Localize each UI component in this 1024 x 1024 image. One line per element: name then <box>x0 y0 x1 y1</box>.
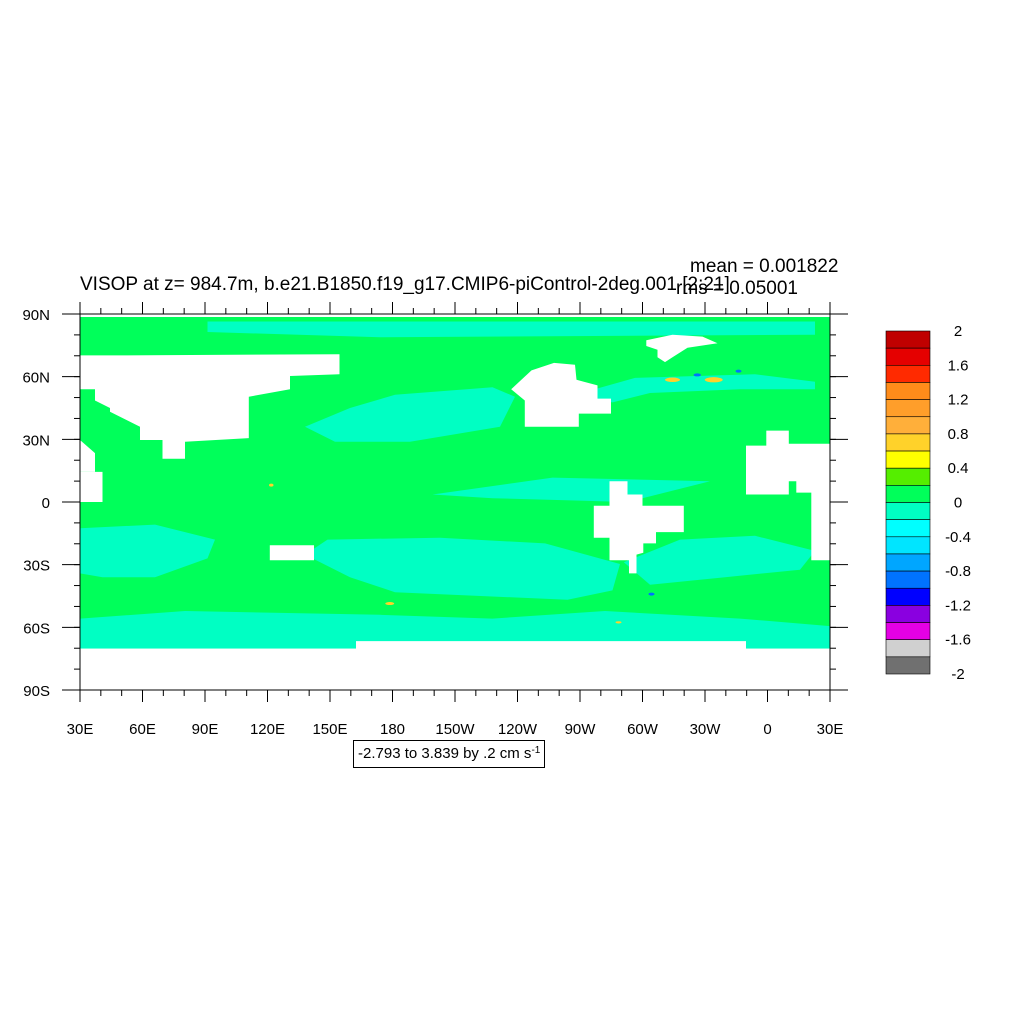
y-tick-label: 60S <box>23 620 50 637</box>
mean-stat: mean = 0.001822 <box>690 256 839 277</box>
x-tick-label: 180 <box>380 721 405 738</box>
ocean-band-3 <box>575 374 815 403</box>
land-mask-4 <box>511 362 611 427</box>
colorbar-label: -1.2 <box>945 597 971 614</box>
x-tick-label: 90W <box>565 721 597 738</box>
land-mask-7 <box>746 430 830 561</box>
colorbar-segment <box>885 485 931 503</box>
colorbar: 2 1.6 1.2 0.8 0.4 0 -0.4 -0.8 -1.2 -1.6 -2 <box>885 323 971 683</box>
ocean-band-2 <box>305 387 515 442</box>
colorbar-segment <box>885 467 931 486</box>
map-field <box>80 317 830 690</box>
y-tick-label: 60N <box>22 370 50 387</box>
colorbar-segment <box>885 347 931 366</box>
chart-title: VISOP at z= 984.7m, b.e21.B1850.f19_g17.… <box>80 274 730 295</box>
colorbar-label: 1.2 <box>948 392 969 409</box>
colorbar-segment <box>885 399 931 418</box>
colorbar-label: -1.6 <box>945 632 971 649</box>
x-tick-label: 30E <box>817 721 844 738</box>
x-tick-label: 120W <box>498 721 538 738</box>
colorbar-segment <box>885 570 931 589</box>
y-tick-label: 30N <box>22 432 50 449</box>
x-tick-label: 60W <box>627 721 659 738</box>
hotspot-1 <box>704 377 723 383</box>
hotspot-2 <box>665 377 680 383</box>
x-axis: 30E 60E 90E 120E 150E 180 150W 120W 90W 60W 30W 0 30… <box>67 302 844 738</box>
x-tick-label: 150W <box>435 721 475 738</box>
hotspot-5 <box>385 602 395 606</box>
x-tick-label: 60E <box>129 721 156 738</box>
colorbar-segment <box>885 605 931 623</box>
colorbar-segment <box>885 622 931 640</box>
land-mask-1 <box>80 354 340 459</box>
colorbar-segment <box>885 433 931 452</box>
y-axis: 90N 60N 30N 0 30S 60S 90S <box>22 307 848 700</box>
colorbar-segment <box>885 382 931 400</box>
colorbar-segment <box>885 536 931 555</box>
colorbar-label: 0.8 <box>948 426 969 443</box>
contour-range-label: -2.793 to 3.839 by .2 cm s-1 <box>353 740 546 768</box>
land-mask-2 <box>80 440 95 472</box>
map-content <box>80 317 830 690</box>
colorbar-label: -0.4 <box>945 529 971 546</box>
ocean-band-6 <box>80 524 215 578</box>
y-tick-label: 30S <box>23 558 50 575</box>
hotspot-6 <box>648 592 655 596</box>
rms-stat: rms = 0.05001 <box>676 278 798 299</box>
land-mask-6 <box>593 481 684 574</box>
colorbar-label: -2 <box>951 666 964 683</box>
colorbar-segment <box>885 553 931 572</box>
ocean-band-5 <box>305 537 620 600</box>
ocean-band-7 <box>623 535 815 585</box>
x-tick-label: 120E <box>250 721 285 738</box>
x-tick-label: 0 <box>763 721 771 738</box>
range-exponent: -1 <box>531 745 541 756</box>
colorbar-segment <box>885 364 931 383</box>
hotspot-3 <box>693 373 701 377</box>
y-tick-label: 90S <box>23 683 50 700</box>
land-mask-3 <box>80 471 103 502</box>
x-tick-label: 30E <box>67 721 94 738</box>
y-tick-label: 0 <box>42 495 50 512</box>
y-tick-label: 90N <box>22 307 50 324</box>
x-tick-label: 30W <box>690 721 722 738</box>
colorbar-label: -0.8 <box>945 563 971 580</box>
colorbar-segment <box>885 416 931 435</box>
range-text: -2.793 to 3.839 by .2 cm s <box>358 745 532 762</box>
colorbar-label: 0 <box>954 495 962 512</box>
x-tick-label: 90E <box>192 721 219 738</box>
hotspot-7 <box>269 483 274 487</box>
land-mask-10 <box>356 641 746 690</box>
colorbar-label: 1.6 <box>948 357 969 374</box>
land-mask-5 <box>646 334 718 363</box>
colorbar-segment <box>885 587 931 606</box>
colorbar-label: 0.4 <box>948 460 969 477</box>
x-tick-label: 150E <box>312 721 347 738</box>
land-mask-8 <box>269 545 314 561</box>
colorbar-segment <box>885 519 931 538</box>
hotspot-8 <box>615 621 622 624</box>
colorbar-segment <box>885 502 931 520</box>
colorbar-label: 2 <box>954 323 962 340</box>
ocean-band-8 <box>80 611 830 649</box>
colorbar-segment <box>885 330 931 349</box>
hotspot-4 <box>735 369 742 373</box>
ocean-band-1 <box>207 321 815 338</box>
colorbar-segment <box>885 639 931 658</box>
colorbar-segment <box>885 450 931 469</box>
colorbar-segment <box>885 656 931 675</box>
